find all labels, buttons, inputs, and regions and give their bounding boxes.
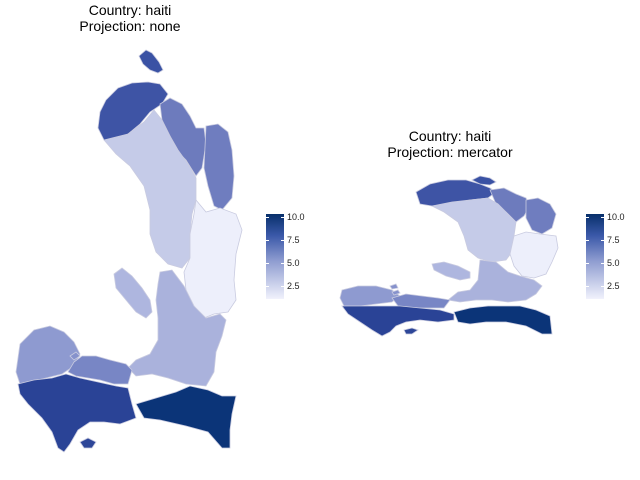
region-islet	[389, 283, 399, 290]
region-grand-anse	[339, 285, 401, 307]
region-cayemites	[69, 351, 81, 361]
map-title-projection: Projection: mercator	[387, 144, 513, 160]
region-centre	[509, 231, 559, 279]
region-ile-a-vache	[79, 437, 97, 449]
region-ile-a-vache	[403, 327, 419, 335]
map-title-country: Country: haiti	[408, 128, 492, 144]
region-sud	[341, 305, 455, 337]
region-gonave	[431, 261, 471, 281]
region-grand-anse	[15, 325, 81, 385]
legend-color-bar	[266, 214, 284, 299]
map-panel-none: Country: haiti Projection: none	[0, 2, 305, 453]
region-nippes	[67, 355, 133, 385]
region-ouest	[447, 259, 543, 303]
region-tortuga	[138, 49, 164, 74]
region-gonave	[113, 267, 153, 319]
region-nord-est	[525, 197, 557, 235]
legend-tick: 10.0	[607, 212, 625, 222]
region-centre	[183, 199, 243, 319]
legend-tick: 2.5	[287, 281, 300, 291]
map-panel-mercator: Country: haiti Projection: mercator	[320, 0, 640, 480]
map-title-country: Country: haiti	[88, 2, 172, 18]
map-haiti-mercator	[339, 175, 559, 337]
region-sud-est	[135, 385, 237, 449]
region-sud	[17, 373, 137, 453]
legend-tick: 7.5	[607, 235, 620, 245]
legend-tick: 2.5	[607, 281, 620, 291]
region-nord-ouest	[97, 81, 169, 143]
region-nord-est	[203, 123, 235, 211]
legend-tick: 5.0	[287, 258, 300, 268]
legend-tick: 5.0	[607, 258, 620, 268]
map-title: Country: haiti Projection: mercator	[320, 128, 580, 160]
region-cayemites	[391, 289, 401, 296]
map-title: Country: haiti Projection: none	[0, 2, 260, 34]
legend-tick: 7.5	[287, 235, 300, 245]
map-title-projection: Projection: none	[79, 18, 181, 34]
region-artibonite	[103, 109, 197, 269]
region-ouest	[127, 269, 227, 387]
map-haiti-none	[15, 49, 243, 453]
legend-color-bar	[586, 214, 604, 299]
legend-tick: 10.0	[287, 212, 305, 222]
region-sud-est	[453, 305, 553, 335]
